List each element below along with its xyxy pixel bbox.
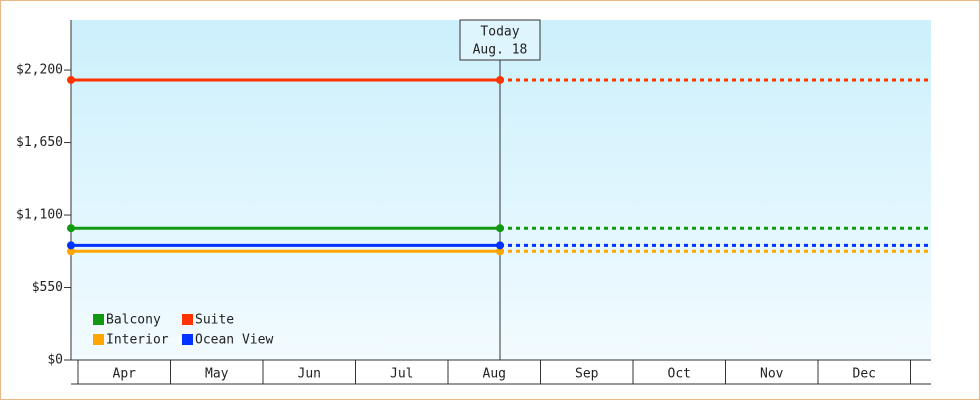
y-tick-label: $1,100 bbox=[16, 208, 63, 223]
legend-swatch bbox=[93, 334, 104, 345]
x-tick-label: Dec bbox=[853, 367, 876, 382]
plot-area bbox=[71, 20, 931, 360]
x-tick-label: Jul bbox=[390, 367, 413, 382]
legend-swatch bbox=[182, 314, 193, 325]
x-tick-label: Sep bbox=[575, 367, 599, 382]
y-tick-label: $550 bbox=[32, 280, 63, 295]
y-tick-label: $0 bbox=[47, 353, 63, 368]
y-tick-label: $2,200 bbox=[16, 63, 63, 78]
legend-swatch bbox=[182, 334, 193, 345]
series-point bbox=[496, 224, 504, 233]
series-point bbox=[496, 247, 504, 256]
legend-label: Ocean View bbox=[195, 333, 273, 348]
x-tick-label: Oct bbox=[668, 367, 691, 382]
legend-swatch bbox=[93, 314, 104, 325]
series-point bbox=[496, 75, 504, 84]
x-tick-label: Aug bbox=[483, 367, 506, 382]
series-point bbox=[496, 241, 504, 250]
legend-label: Balcony bbox=[106, 313, 161, 328]
x-tick-label: Jun bbox=[298, 367, 321, 382]
x-tick-label: May bbox=[205, 367, 229, 382]
today-label: Today bbox=[480, 25, 519, 40]
x-tick-label: Nov bbox=[760, 367, 784, 382]
x-tick-label: Apr bbox=[113, 367, 137, 382]
today-box bbox=[459, 19, 541, 61]
series-point bbox=[67, 75, 75, 84]
series-point bbox=[67, 241, 75, 250]
legend-label: Interior bbox=[106, 333, 169, 348]
y-tick-label: $1,650 bbox=[16, 135, 63, 150]
legend-label: Suite bbox=[195, 313, 234, 328]
series-point bbox=[67, 247, 75, 256]
series-point bbox=[67, 224, 75, 233]
today-date: Aug. 18 bbox=[473, 43, 528, 58]
